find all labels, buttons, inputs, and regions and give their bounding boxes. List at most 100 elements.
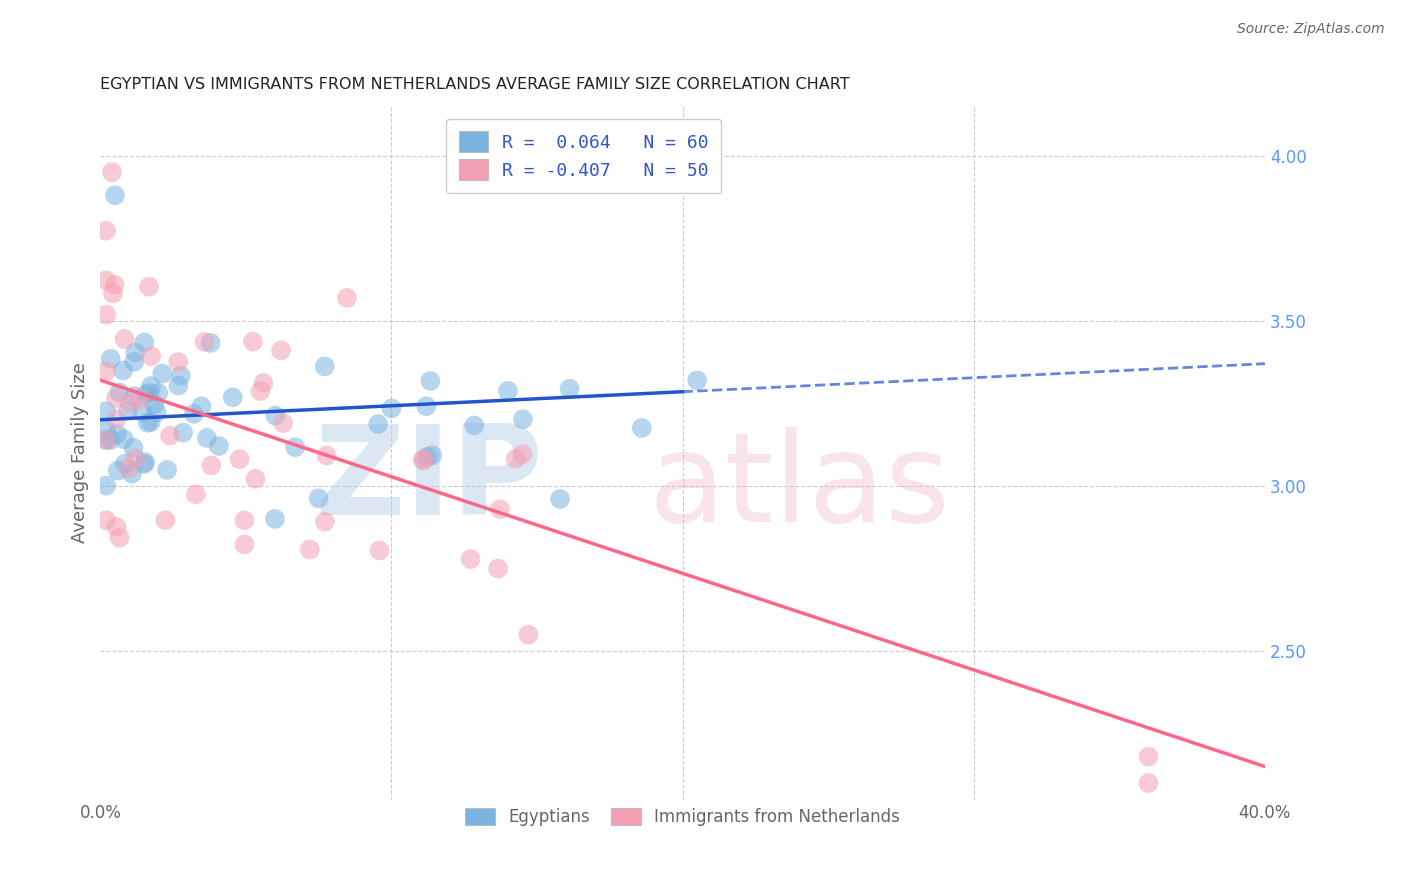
Point [249,384,271,398]
Point [135,387,157,401]
Point [128,392,150,406]
Point [463,418,485,433]
Point [101,286,124,301]
Text: Source: ZipAtlas.com: Source: ZipAtlas.com [1237,22,1385,37]
Point [167,355,190,369]
Point [121,467,143,481]
Point [124,451,146,466]
Point [100,433,122,447]
Point [242,334,264,349]
Point [486,561,509,575]
Point [252,376,274,390]
Point [118,396,141,410]
Point [96,404,118,418]
Point [104,188,127,202]
Point [233,513,256,527]
Point [172,425,194,440]
Point [96,273,118,287]
Point [105,412,128,426]
Point [108,531,131,545]
Point [108,385,131,400]
Point [420,448,443,462]
Point [190,399,212,413]
Point [96,478,118,492]
Point [122,389,145,403]
Point [105,427,128,442]
Point [134,457,156,471]
Point [148,386,170,401]
Point [101,165,124,179]
Point [170,368,193,383]
Point [143,397,166,411]
Point [314,359,336,374]
Point [114,457,136,471]
Point [686,373,709,387]
Point [336,291,359,305]
Point [117,404,139,418]
Point [131,405,153,419]
Point [167,378,190,392]
Point [200,458,222,473]
Point [264,409,287,423]
Point [222,390,245,404]
Point [112,432,135,446]
Point [145,405,167,419]
Point [208,439,231,453]
Point [96,308,118,322]
Point [368,543,391,558]
Point [193,334,215,349]
Point [96,423,118,437]
Point [103,277,125,292]
Point [122,355,145,369]
Point [150,367,173,381]
Point [270,343,292,358]
Point [100,351,122,366]
Point [264,512,287,526]
Point [298,542,321,557]
Point [505,451,527,466]
Point [184,487,207,501]
Point [1137,776,1160,790]
Point [139,379,162,393]
Point [139,415,162,429]
Point [183,407,205,421]
Point [460,552,482,566]
Point [412,453,434,467]
Point [105,391,128,405]
Point [1137,749,1160,764]
Point [136,416,159,430]
Point [315,449,337,463]
Point [308,491,330,506]
Point [155,513,177,527]
Point [512,412,534,426]
Point [412,452,434,467]
Point [367,417,389,431]
Point [415,399,437,413]
Point [228,452,250,467]
Point [134,335,156,350]
Point [134,455,156,469]
Point [112,363,135,377]
Point [117,461,139,475]
Point [284,440,307,454]
Point [489,502,512,516]
Point [233,537,256,551]
Point [314,515,336,529]
Point [138,279,160,293]
Point [96,513,118,527]
Point [416,450,439,464]
Point [96,433,118,447]
Point [245,472,267,486]
Point [195,431,218,445]
Point [630,421,652,435]
Point [96,224,118,238]
Point [114,332,136,346]
Point [105,520,128,534]
Point [159,428,181,442]
Point [156,463,179,477]
Point [548,491,571,506]
Point [96,364,118,378]
Point [517,627,540,641]
Point [141,349,163,363]
Point [512,447,534,461]
